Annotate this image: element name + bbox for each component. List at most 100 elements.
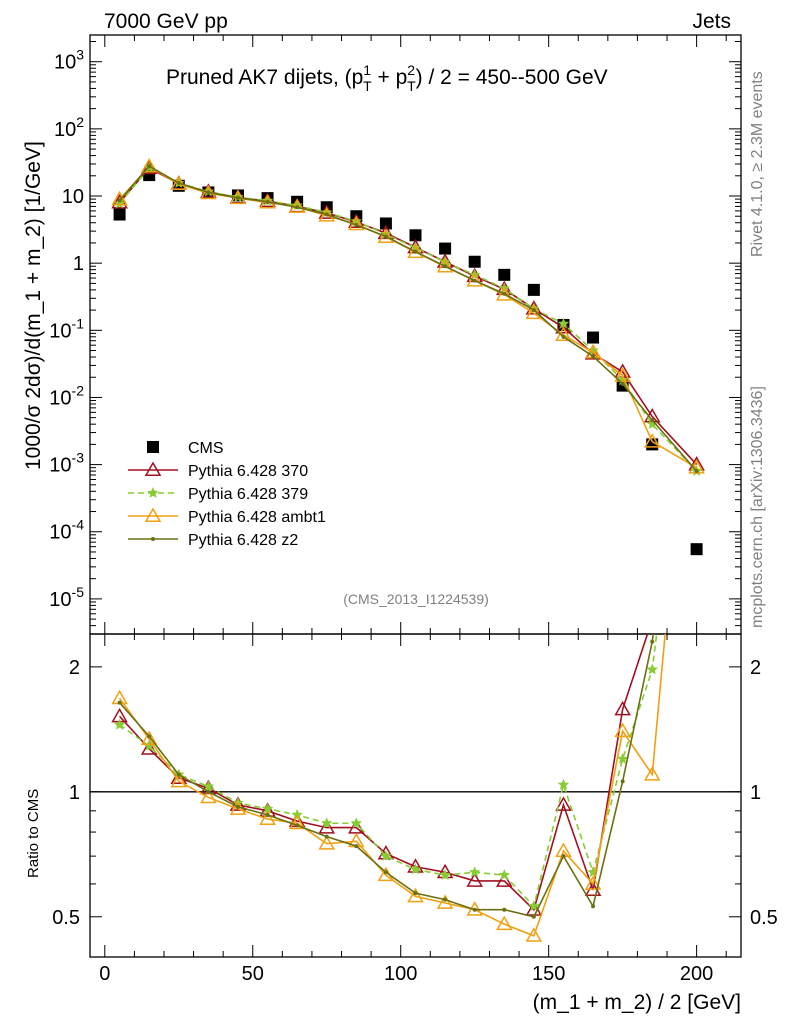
legend-marker — [144, 461, 162, 476]
cms-data-point — [439, 242, 452, 255]
ratio-y-tick-label-right: 1 — [750, 782, 761, 804]
ratio-data-point — [645, 613, 659, 625]
main-y-tick-label: 10-4 — [49, 517, 84, 544]
ratio-data-point — [143, 739, 155, 751]
mc-data-point — [472, 278, 477, 283]
main-y-tick-label: 10-5 — [49, 584, 84, 611]
legend-marker — [144, 507, 162, 522]
cms-data-point — [468, 255, 481, 268]
ratio-data-point — [466, 872, 483, 887]
ratio-data-point — [591, 904, 596, 909]
ratio-y-label: Ratio to CMS — [25, 789, 42, 878]
main-y-tick-label: 102 — [54, 114, 84, 141]
mc-data-point — [113, 197, 126, 209]
cms-data-point — [113, 208, 126, 221]
rivet-label: Rivet 4.1.0, ≥ 2.3M events — [749, 71, 766, 257]
ratio-data-point — [354, 844, 359, 849]
main-y-tick-label: 10-2 — [49, 382, 84, 409]
mc-data-point — [555, 319, 572, 334]
main-series-group — [111, 158, 705, 556]
ratio-data-point — [646, 663, 658, 675]
ratio-data-point — [528, 900, 540, 912]
ratio-data-point — [495, 872, 513, 887]
ratio-data-point — [140, 740, 158, 755]
legend-label: Pythia 6.428 z2 — [188, 532, 298, 549]
ratio-data-point — [614, 722, 631, 738]
main-series-line — [118, 165, 698, 469]
ratio-data-point — [584, 875, 602, 890]
ratio-y-tick-label-right: 2 — [750, 657, 761, 679]
mc-data-point — [295, 205, 300, 210]
ratio-data-point — [324, 834, 329, 839]
ratio-data-point — [413, 891, 418, 896]
mc-data-point — [502, 291, 507, 296]
mc-data-point — [354, 223, 359, 228]
mc-data-point — [140, 158, 158, 173]
mc-data-point — [318, 207, 336, 222]
ratio-data-point — [502, 907, 507, 912]
ratio-data-point — [259, 810, 276, 826]
ratio-data-point — [383, 870, 388, 875]
ratio-data-point — [295, 823, 300, 828]
ratio-data-point — [318, 819, 336, 834]
main-series-line — [118, 165, 698, 472]
ratio-data-point — [555, 796, 572, 811]
x-axis-label: (m_1 + m_2) / 2 [GeV] — [533, 991, 741, 1014]
ratio-data-point — [472, 907, 477, 912]
ratio-data-point — [531, 914, 536, 919]
mc-data-point — [147, 164, 152, 169]
mc-data-point — [643, 433, 661, 448]
cms-data-point — [587, 331, 600, 344]
mc-data-point — [436, 258, 454, 273]
ratio-data-point — [620, 779, 625, 784]
mc-data-point — [591, 354, 596, 359]
ratio-data-point — [436, 894, 454, 909]
mc-data-point — [531, 308, 536, 313]
ratio-data-point — [202, 780, 215, 792]
mc-data-point — [117, 198, 122, 203]
mc-data-point — [383, 234, 388, 239]
legend-marker — [151, 537, 155, 541]
ratio-y-tick-label: 0.5 — [52, 907, 80, 929]
main-y-tick-label: 10-3 — [49, 450, 84, 477]
ratio-data-point — [443, 897, 448, 902]
header-left: 7000 GeV pp — [104, 10, 228, 33]
ratio-data-point — [587, 866, 599, 878]
ratio-data-point — [498, 869, 510, 880]
cms-data-point — [690, 543, 703, 556]
mc-data-point — [694, 469, 699, 474]
legend-marker — [147, 441, 159, 453]
main-y-tick-label: 103 — [54, 47, 84, 74]
ratio-data-point — [318, 835, 336, 850]
ratio-data-point — [695, 314, 699, 318]
ratio-data-point — [117, 700, 122, 705]
ratio-axis-ticks: 0.5 0.5 1 1 2 2 — [52, 657, 778, 958]
mc-data-point — [377, 228, 395, 244]
ratio-data-point — [265, 812, 270, 817]
mc-data-point — [111, 190, 128, 206]
x-tick-label: 150 — [532, 963, 565, 985]
cms-data-point — [498, 268, 511, 281]
mc-data-point — [206, 190, 211, 195]
ratio-data-point — [643, 766, 661, 781]
mc-data-point — [176, 181, 181, 186]
ratio-series-line — [118, 634, 655, 918]
x-tick-label: 200 — [680, 963, 713, 985]
mc-data-point — [265, 199, 270, 204]
mc-data-point — [561, 334, 566, 339]
ratio-data-point — [200, 788, 217, 804]
plot-title: Pruned AK7 dijets, (p1 T + p2 T) / 2 = 450… — [166, 62, 608, 94]
mc-data-point — [620, 381, 625, 386]
ratio-data-point — [291, 808, 303, 820]
ratio-plot-frame — [89, 633, 742, 958]
legend: CMS Pythia 6.428 370 Pythia 6.428 379 Pythi… — [128, 440, 326, 549]
x-tick-label: 100 — [384, 963, 417, 985]
mc-data-point — [170, 175, 188, 190]
main-series-line — [118, 167, 698, 466]
mc-data-point — [650, 418, 655, 423]
x-axis-ticks: 0 50 100 150 200 — [99, 35, 727, 985]
mc-data-point — [413, 249, 418, 254]
mc-data-point — [324, 212, 329, 217]
ratio-data-point — [407, 887, 424, 903]
